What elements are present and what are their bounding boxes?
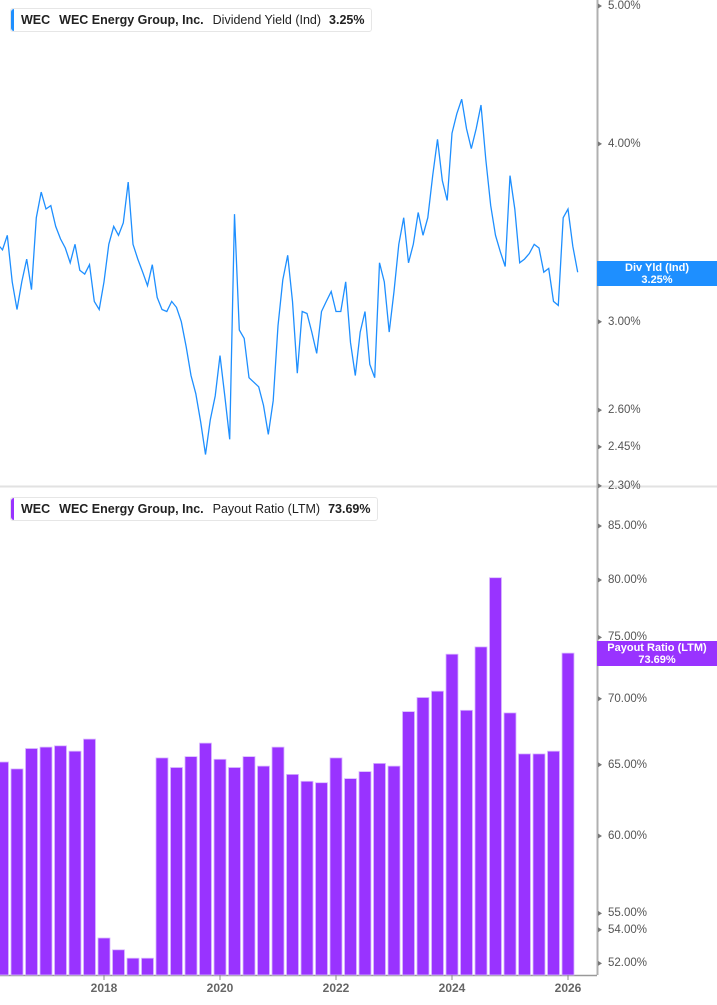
payout-bar <box>170 767 183 976</box>
payout-bar <box>344 778 357 976</box>
payout-bar <box>373 763 386 976</box>
payout-bar <box>97 937 111 976</box>
payout-bar <box>460 709 473 976</box>
bottom-y-ticks <box>598 523 602 966</box>
tick-mark <box>598 762 602 768</box>
tick-mark <box>598 444 602 450</box>
payout-bar <box>358 771 372 976</box>
payout-ratio-flag: Payout Ratio (LTM) 73.69% <box>597 641 717 666</box>
x-ticks <box>103 975 569 980</box>
legend-ticker: WEC <box>21 13 51 27</box>
payout-bar <box>83 738 96 976</box>
payout-bar <box>431 690 444 976</box>
tick-mark <box>598 634 602 640</box>
legend-color-swatch <box>11 9 14 31</box>
legend-value: 3.25% <box>329 13 365 27</box>
payout-bar <box>141 957 154 976</box>
payout-bar <box>547 750 560 976</box>
dividend-yield-line <box>0 98 579 455</box>
payout-bar <box>257 765 270 976</box>
bottom-y-tick-label: 80.00% <box>608 573 648 586</box>
top-y-tick-label: 2.60% <box>608 404 641 417</box>
top-legend: WEC WEC Energy Group, Inc. Dividend Yiel… <box>10 8 372 32</box>
flag-label: Payout Ratio (LTM) <box>607 642 707 654</box>
tick-mark <box>598 141 602 147</box>
bottom-y-tick-label: 55.00% <box>608 907 648 920</box>
tick-mark <box>598 3 602 9</box>
bottom-y-tick-label: 52.00% <box>608 957 648 970</box>
payout-bar <box>39 746 53 976</box>
payout-bar <box>561 652 575 976</box>
tick-mark <box>598 960 602 966</box>
x-tick-label: 2020 <box>206 981 234 995</box>
payout-bar <box>155 757 169 976</box>
payout-bar <box>329 757 343 976</box>
tick-mark <box>598 319 602 325</box>
payout-bar <box>0 761 9 976</box>
flag-label: Div Yld (Ind) <box>625 262 689 274</box>
bottom-y-tick-label: 60.00% <box>608 829 648 842</box>
payout-bar <box>126 957 140 976</box>
bottom-y-tick-label: 75.00% <box>608 631 648 644</box>
tick-mark <box>598 910 602 916</box>
flag-value: 3.25% <box>641 274 673 286</box>
dividend-yield-flag: Div Yld (Ind) 3.25% <box>597 261 717 286</box>
tick-mark <box>598 833 602 839</box>
tick-mark <box>598 523 602 529</box>
legend-value: 73.69% <box>328 502 371 516</box>
payout-bar <box>112 949 125 976</box>
payout-bar <box>213 758 227 976</box>
payout-bar <box>416 697 430 976</box>
legend-metric: Dividend Yield (Ind) <box>212 13 322 27</box>
legend-metric: Payout Ratio (LTM) <box>212 502 321 516</box>
payout-bar <box>271 746 285 976</box>
payout-bar <box>184 756 198 976</box>
tick-mark <box>598 696 602 702</box>
payout-bar <box>25 748 38 976</box>
tick-mark <box>598 407 602 413</box>
top-y-ticks <box>598 3 602 489</box>
payout-bar <box>228 767 241 976</box>
payout-bar <box>10 768 24 976</box>
payout-bar <box>199 742 212 976</box>
top-y-tick-label: 4.00% <box>608 137 641 150</box>
bottom-y-tick-label: 54.00% <box>608 923 648 936</box>
payout-bar <box>532 753 546 976</box>
payout-ratio-bars <box>0 577 575 976</box>
payout-bar <box>54 745 67 976</box>
top-y-tick-label: 2.30% <box>608 479 641 492</box>
legend-ticker: WEC <box>21 502 51 516</box>
payout-bar <box>300 780 314 976</box>
payout-bar <box>387 765 401 976</box>
flag-value: 73.69% <box>638 654 676 666</box>
tick-mark <box>598 483 602 489</box>
payout-bar <box>402 711 415 976</box>
x-tick-label: 2024 <box>438 981 466 995</box>
top-y-tick-label: 5.00% <box>608 0 641 12</box>
legend-color-swatch <box>11 498 14 520</box>
tick-mark <box>598 927 602 933</box>
payout-bar <box>286 774 299 976</box>
payout-bar <box>445 653 459 976</box>
x-tick-label: 2026 <box>554 981 582 995</box>
bottom-y-tick-label: 85.00% <box>608 520 648 532</box>
payout-bar <box>68 750 82 976</box>
top-y-tick-label: 3.00% <box>608 315 641 328</box>
payout-bar <box>242 756 256 976</box>
payout-bar <box>315 782 328 976</box>
x-tick-label: 2018 <box>90 981 118 995</box>
bottom-legend: WEC WEC Energy Group, Inc. Payout Ratio … <box>10 497 378 521</box>
payout-bar <box>489 577 502 976</box>
payout-bar <box>518 753 531 976</box>
x-tick-label: 2022 <box>322 981 350 995</box>
bottom-y-tick-label: 70.00% <box>608 692 648 705</box>
top-y-tick-label: 2.45% <box>608 440 641 453</box>
bottom-y-tick-label: 65.00% <box>608 758 648 771</box>
tick-mark <box>598 577 602 583</box>
payout-bar <box>503 712 517 976</box>
payout-bar <box>474 646 488 976</box>
legend-company: WEC Energy Group, Inc. <box>59 502 204 516</box>
legend-company: WEC Energy Group, Inc. <box>59 13 204 27</box>
